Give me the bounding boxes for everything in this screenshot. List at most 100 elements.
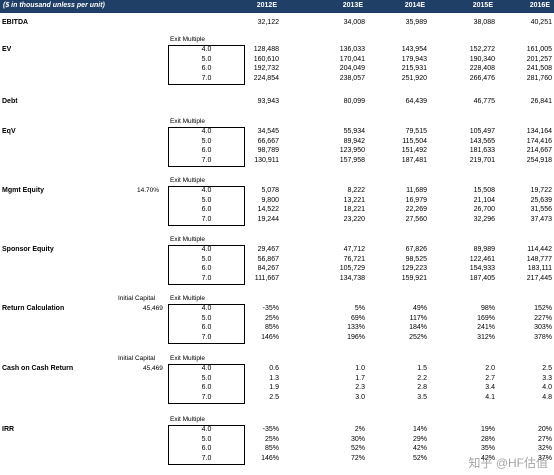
table-cell: 14% (412, 426, 427, 433)
table-cell: 69% (350, 314, 365, 322)
table-cell: 196% (347, 333, 365, 341)
exit-multiple-value: 7.0 (201, 454, 212, 462)
exit-multiple-label: Exit Multiple (170, 236, 206, 243)
exit-multiple-value: 7.0 (201, 274, 212, 282)
table-cell: 9,800 (261, 196, 279, 204)
table-cell: 55,934 (343, 128, 365, 135)
table-cell: 238,057 (339, 74, 365, 82)
table-cell: 1.7 (355, 374, 365, 382)
exit-multiple-box (168, 127, 245, 168)
table-cell: 281,760 (526, 74, 552, 82)
table-cell: 227% (534, 314, 552, 322)
table-cell: 4.0 (542, 384, 552, 392)
exit-multiple-value: 4.0 (201, 46, 212, 53)
table-cell: 2.2 (417, 374, 427, 382)
exit-multiple-label: Exit Multiple (170, 177, 206, 184)
cell-ebitda: 32,122 (257, 19, 279, 26)
initial-capital-label: Initial Capital (118, 355, 156, 362)
exit-multiple-box (168, 304, 245, 345)
table-cell: 89,942 (343, 137, 365, 145)
exit-multiple-value: 4.0 (201, 187, 212, 194)
exit-multiple-value: 6.0 (201, 445, 212, 453)
table-cell: 22,269 (405, 206, 427, 214)
table-cell: 27% (537, 435, 552, 443)
year-header: 2014E (404, 2, 425, 9)
table-cell: 67,826 (405, 246, 427, 253)
table-cell: 19% (480, 426, 495, 433)
table-cell: 224,854 (253, 74, 279, 82)
table-cell: 85% (264, 324, 279, 332)
table-cell: 27,560 (405, 215, 427, 223)
table-cell: -35% (262, 426, 279, 433)
table-cell: 154,933 (469, 265, 495, 273)
table-cell: 2.7 (485, 374, 495, 382)
table-cell: 3.5 (417, 393, 427, 401)
table-cell: 32% (537, 445, 552, 453)
exit-multiple-label: Exit Multiple (170, 355, 206, 362)
table-cell: 34,545 (257, 128, 279, 135)
table-cell: 312% (477, 333, 495, 341)
table-cell: 15,508 (473, 187, 495, 194)
cell-ebitda: 35,989 (405, 19, 427, 26)
table-cell: 56,867 (257, 255, 279, 263)
table-cell: 89,989 (473, 246, 495, 253)
initial-capital-value: 45,469 (143, 365, 163, 372)
exit-multiple-value: 5.0 (201, 435, 212, 443)
table-cell: 117% (409, 314, 427, 322)
table-cell: 98,525 (405, 255, 427, 263)
section-label-mgmt: Mgmt Equity (2, 187, 44, 194)
section-label-eqv: EqV (2, 128, 16, 135)
table-cell: 241% (477, 324, 495, 332)
table-cell: 72% (350, 454, 365, 462)
table-cell: 151,492 (401, 147, 427, 155)
exit-multiple-value: 7.0 (201, 215, 212, 223)
table-cell: 0.6 (269, 365, 279, 372)
table-cell: 42% (412, 445, 427, 453)
table-cell: 134,164 (526, 128, 552, 135)
table-cell: 152% (534, 305, 552, 312)
row-label-debt: Debt (2, 98, 18, 105)
table-cell: 123,950 (339, 147, 365, 155)
units-note: ($ in thousand unless per unit) (3, 2, 105, 9)
table-cell: 37% (537, 454, 552, 462)
table-cell: 179,943 (401, 55, 427, 63)
exit-multiple-value: 7.0 (201, 156, 212, 164)
table-cell: 159,921 (401, 274, 427, 282)
exit-multiple-value: 4.0 (201, 365, 212, 372)
table-cell: 241,508 (526, 65, 552, 73)
watermark: 知乎 @HF估值 (468, 456, 548, 470)
table-cell: 13,221 (343, 196, 365, 204)
table-cell: 20% (537, 426, 552, 433)
table-cell: 214,667 (526, 147, 552, 155)
table-cell: 30% (350, 435, 365, 443)
table-cell: 215,931 (401, 65, 427, 73)
table-cell: 105,729 (339, 265, 365, 273)
cell-ebitda: 38,088 (473, 19, 495, 26)
table-cell: 29,467 (257, 246, 279, 253)
table-cell: 25% (264, 435, 279, 443)
cell-ebitda: 34,008 (343, 19, 365, 26)
table-cell: 187,405 (469, 274, 495, 282)
exit-multiple-value: 4.0 (201, 246, 212, 253)
table-cell: 3.0 (355, 393, 365, 401)
table-cell: 52% (412, 454, 427, 462)
year-header: 2012E (256, 2, 277, 9)
exit-multiple-label: Exit Multiple (170, 295, 206, 302)
table-cell: 3.4 (485, 384, 495, 392)
year-header: 2013E (342, 2, 363, 9)
table-cell: 5,078 (261, 187, 279, 194)
table-cell: 161,005 (526, 46, 552, 53)
table-cell: 143,565 (469, 137, 495, 145)
exit-multiple-value: 5.0 (201, 137, 212, 145)
table-cell: 204,049 (339, 65, 365, 73)
table-cell: 25,639 (530, 196, 552, 204)
exit-multiple-value: 6.0 (201, 147, 212, 155)
cell-debt: 80,099 (343, 98, 365, 105)
table-cell: 187,481 (401, 156, 427, 164)
exit-multiple-label: Exit Multiple (170, 36, 206, 43)
table-cell: 14,522 (257, 206, 279, 214)
cell-debt: 46,775 (473, 98, 495, 105)
table-cell: 21,104 (473, 196, 495, 204)
exit-multiple-value: 5.0 (201, 255, 212, 263)
table-cell: 152,272 (469, 46, 495, 53)
